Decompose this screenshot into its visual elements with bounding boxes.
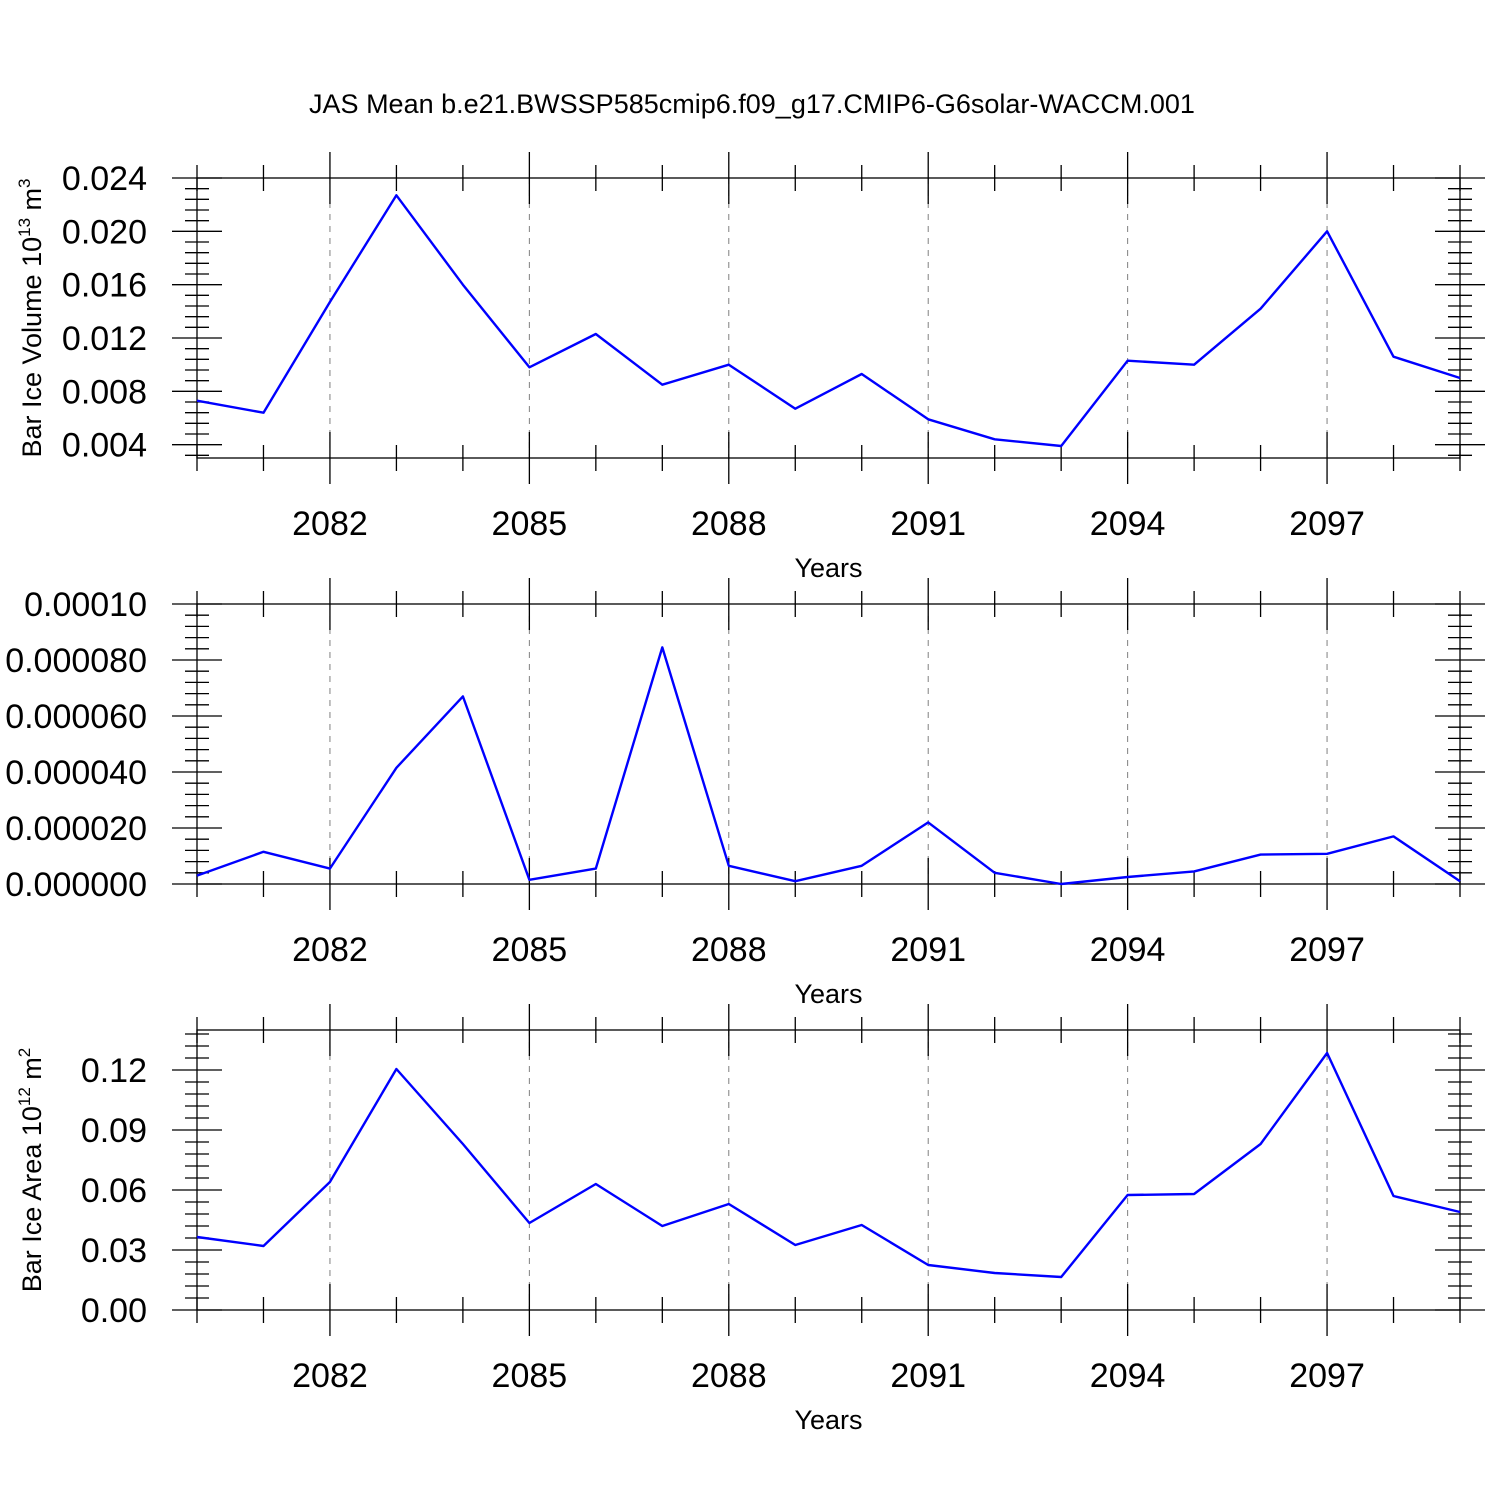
x-tick-label: 2094 [1090, 1357, 1166, 1395]
series-line [196, 194, 1461, 448]
x-tick-label: 2088 [691, 931, 767, 969]
x-tick-label: 2097 [1289, 931, 1365, 969]
y-tick-label: 0.06 [81, 1172, 147, 1210]
x-tick-label: 2094 [1090, 505, 1166, 543]
y-tick-label: 0.000080 [5, 642, 147, 680]
x-axis-title: Years [794, 1405, 862, 1435]
y-axis-title-unit-exponent: 2 [15, 1048, 34, 1057]
y-tick-label: 0.03 [81, 1232, 147, 1270]
series-line [196, 646, 1461, 886]
y-tick-label: 0.00010 [24, 586, 147, 624]
x-tick-label: 2097 [1289, 1357, 1365, 1395]
x-tick-label: 2085 [492, 1357, 568, 1395]
x-tick-label: 2085 [492, 505, 568, 543]
x-tick-label: 2091 [890, 931, 966, 969]
plot-frame [196, 1029, 1461, 1311]
plot-frame [196, 177, 1461, 459]
y-tick-label: 0.024 [62, 160, 147, 198]
series-line [196, 1051, 1461, 1279]
y-axis-title-unit-exponent: 3 [15, 178, 34, 187]
x-tick-label: 2082 [292, 505, 368, 543]
y-tick-label: 0.00 [81, 1292, 147, 1330]
y-tick-label: 0.12 [81, 1052, 147, 1090]
y-tick-label: 0.000060 [5, 698, 147, 736]
panel-ice-area: 2082 2085 2088 2091 2094 2097 0.00 0.03 0.06 0.09… [15, 1004, 1485, 1435]
figure-title: JAS Mean b.e21.BWSSP585cmip6.f09_g17.CMI… [309, 89, 1195, 119]
x-tick-label: 2091 [890, 505, 966, 543]
y-axis-title-unit: m [17, 188, 47, 218]
x-tick-label: 2088 [691, 1357, 767, 1395]
x-tick-label: 2091 [890, 1357, 966, 1395]
y-tick-label: 0.020 [62, 213, 147, 251]
y-tick-label: 0.012 [62, 320, 147, 358]
y-axis-title-exponent: 12 [15, 1087, 34, 1106]
y-axis-title-unit: m [17, 1057, 47, 1087]
y-tick-label: 0.016 [62, 267, 147, 305]
y-axis-title-exponent: 13 [15, 218, 34, 237]
y-tick-label: 0.09 [81, 1112, 147, 1150]
y-tick-label: 0.000020 [5, 810, 147, 848]
x-tick-label: 2085 [492, 931, 568, 969]
y-tick-label: 0.000000 [5, 866, 147, 904]
x-tick-label: 2082 [292, 1357, 368, 1395]
x-axis-title: Years [794, 553, 862, 583]
y-tick-label: 0.000040 [5, 754, 147, 792]
y-axis-title-base: Bar Ice Volume 10 [17, 237, 47, 458]
panel-ice-volume: 2082 2085 2088 2091 2094 2097 0.004 0.008 0.012 0… [15, 152, 1485, 583]
x-tick-label: 2094 [1090, 931, 1166, 969]
y-tick-label: 0.004 [62, 427, 147, 465]
y-axis-title-base: Bar Ice Area 10 [17, 1106, 47, 1292]
y-axis-title: Bar Ice Volume 1013 m3 [15, 178, 47, 457]
x-tick-label: 2097 [1289, 505, 1365, 543]
x-axis-title: Years [794, 979, 862, 1009]
plot-frame [196, 603, 1461, 885]
panel-middle: 2082 2085 2088 2091 2094 2097 0.000000 0.000020… [5, 578, 1485, 1009]
x-tick-label: 2082 [292, 931, 368, 969]
y-axis-title: Bar Ice Area 1012 m2 [15, 1048, 47, 1293]
x-tick-label: 2088 [691, 505, 767, 543]
y-tick-label: 0.008 [62, 373, 147, 411]
